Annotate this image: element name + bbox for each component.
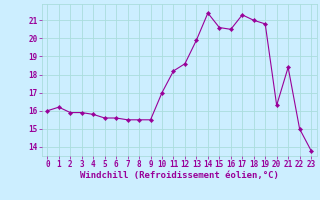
X-axis label: Windchill (Refroidissement éolien,°C): Windchill (Refroidissement éolien,°C)	[80, 171, 279, 180]
